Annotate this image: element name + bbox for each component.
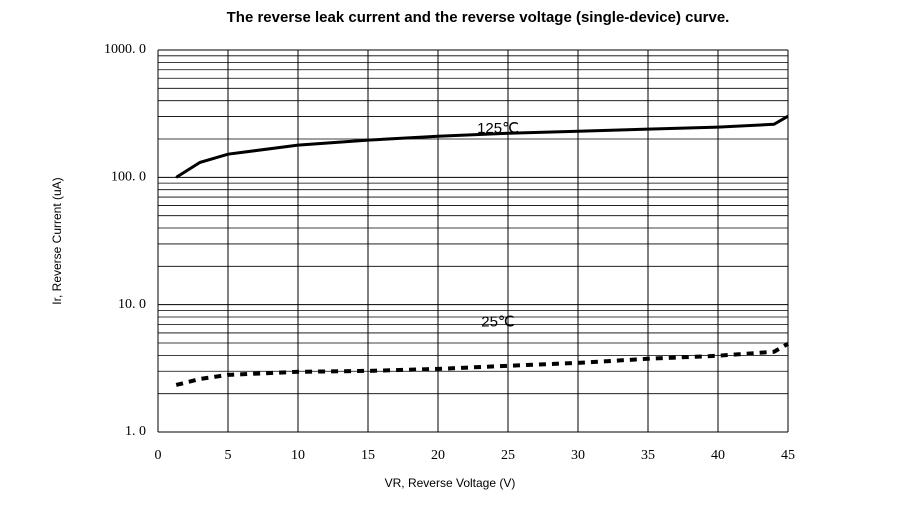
- y-tick-label: 100. 0: [111, 170, 146, 185]
- chart-title: The reverse leak current and the reverse…: [227, 9, 730, 26]
- x-tick-label: 15: [361, 448, 375, 463]
- x-tick-label: 5: [225, 448, 232, 463]
- x-tick-label: 10: [291, 448, 305, 463]
- x-tick-label: 45: [781, 448, 795, 463]
- y-tick-label: 1. 0: [125, 424, 146, 439]
- x-tick-label: 25: [501, 448, 515, 463]
- series-line: [175, 114, 789, 179]
- series-line: [175, 342, 789, 387]
- y-axis-label: Ir, Reverse Current (uA): [50, 177, 64, 304]
- x-tick-label: 30: [571, 448, 585, 463]
- series-label: 25℃: [481, 314, 515, 331]
- x-tick-label: 35: [641, 448, 655, 463]
- y-tick-label: 10. 0: [118, 297, 146, 312]
- x-tick-label: 0: [155, 448, 162, 463]
- series-label: 125℃: [477, 120, 519, 137]
- x-tick-label: 20: [431, 448, 445, 463]
- x-tick-label: 40: [711, 448, 725, 463]
- y-tick-label: 1000. 0: [104, 42, 146, 57]
- x-axis-label: VR, Reverse Voltage (V): [385, 476, 516, 490]
